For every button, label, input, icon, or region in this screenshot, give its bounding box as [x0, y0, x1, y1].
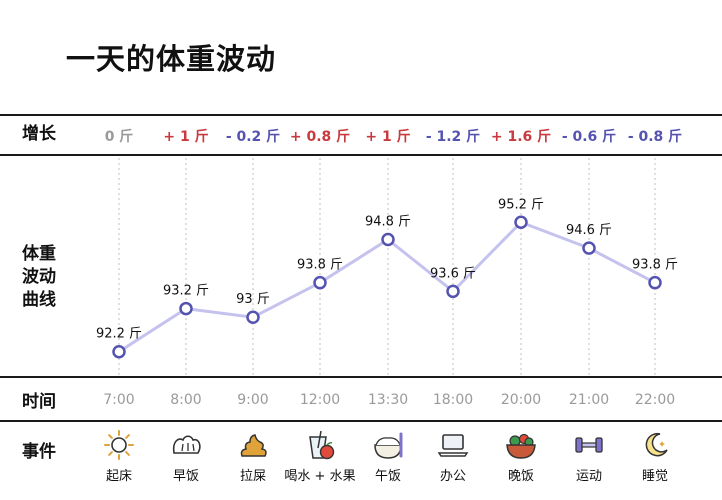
time-label-6: 20:00	[500, 392, 542, 408]
event-icon-cell-6	[481, 428, 561, 462]
event-label-5: 办公	[439, 469, 466, 484]
time-label-1: 8:00	[170, 392, 202, 408]
data-point-3	[313, 275, 327, 290]
change-label-2: - 0.2 斤	[225, 129, 281, 145]
data-label-6: 95.2 斤	[498, 197, 544, 212]
divider-change	[0, 154, 722, 156]
drink-fruit-icon	[309, 430, 335, 460]
time-label-7: 21:00	[568, 392, 610, 408]
event-icon-cell-0	[79, 428, 159, 462]
change-label-4: + 1 斤	[365, 129, 411, 145]
data-label-8: 93.8 斤	[632, 258, 678, 273]
event-icon-cell-2	[213, 428, 293, 462]
event-icon-cell-3	[280, 428, 360, 462]
event-label-2: 拉屎	[239, 469, 266, 484]
data-point-4	[381, 232, 395, 247]
dumbbell-icon	[575, 437, 603, 453]
data-label-5: 93.6 斤	[430, 266, 476, 281]
event-label-7: 运动	[575, 469, 602, 484]
sun-icon	[104, 430, 134, 460]
data-label-7: 94.6 斤	[566, 223, 612, 238]
data-point-5	[446, 284, 460, 299]
divider-time	[0, 420, 722, 422]
row-label-curve-3: 曲线	[22, 290, 56, 310]
event-icon-cell-7	[549, 428, 629, 462]
divider-curve	[0, 376, 722, 378]
row-label-curve-2: 波动	[22, 267, 56, 287]
row-label-event: 事件	[22, 442, 56, 462]
event-label-0: 起床	[105, 469, 132, 484]
data-point-8	[648, 275, 662, 290]
change-label-7: - 0.6 斤	[561, 129, 617, 145]
data-point-0	[112, 344, 126, 359]
time-label-5: 18:00	[432, 392, 474, 408]
time-label-0: 7:00	[103, 392, 135, 408]
data-label-1: 93.2 斤	[163, 284, 209, 299]
time-label-3: 12:00	[299, 392, 341, 408]
row-label-curve-1: 体重	[22, 244, 56, 264]
data-label-3: 93.8 斤	[297, 258, 343, 273]
poop-icon	[240, 434, 267, 457]
data-label-4: 94.8 斤	[365, 215, 411, 230]
time-label-2: 9:00	[237, 392, 269, 408]
data-point-7	[582, 241, 596, 255]
time-label-4: 13:30	[367, 392, 409, 408]
event-icon-cell-8	[615, 428, 695, 462]
change-label-5: - 1.2 斤	[425, 129, 481, 145]
change-label-0: 0 斤	[104, 129, 134, 145]
change-label-6: + 1.6 斤	[490, 129, 552, 145]
data-point-1	[179, 301, 193, 316]
weight-line-chart: 92.2 斤 93.2 斤 93 斤 93.8 斤 94.8 斤 93.6 斤 95.2 斤…	[96, 158, 678, 376]
time-label-8: 22:00	[634, 392, 676, 408]
data-label-2: 93 斤	[236, 292, 270, 307]
row-label-change: 增长	[22, 124, 56, 144]
event-label-6: 晚饭	[507, 469, 534, 484]
event-label-3: 喝水 + 水果	[284, 469, 356, 484]
event-icon-cell-5	[413, 428, 493, 462]
data-point-6	[514, 215, 528, 230]
bread-icon	[172, 435, 201, 454]
laptop-icon	[437, 434, 469, 457]
event-label-4: 午饭	[374, 469, 401, 484]
event-icon-cell-1	[146, 428, 226, 462]
data-label-0: 92.2 斤	[96, 327, 142, 342]
change-label-1: + 1 斤	[163, 129, 209, 145]
moon-icon	[645, 432, 668, 457]
change-label-8: - 0.8 斤	[627, 129, 683, 145]
divider-top	[0, 114, 722, 116]
row-label-time: 时间	[22, 392, 56, 412]
event-label-1: 早饭	[172, 469, 199, 484]
salad-bowl-icon	[506, 433, 536, 459]
event-icon-cell-4	[348, 428, 428, 462]
event-label-8: 睡觉	[641, 469, 668, 484]
page-title: 一天的体重波动	[66, 42, 277, 76]
change-label-3: + 0.8 斤	[289, 129, 351, 145]
rice-bowl-icon	[374, 432, 403, 459]
data-point-2	[246, 310, 260, 324]
